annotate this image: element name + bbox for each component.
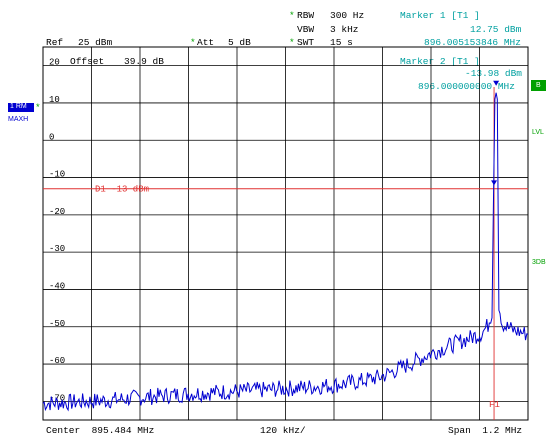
marker2-freq: 896.000000000 MHz [418,81,515,92]
threedb-label: 3DB [532,259,546,266]
marker2-level: -13.98 dBm [465,68,523,79]
trace-1-line [42,92,529,412]
att-label: Att [197,37,215,48]
trace-badge: 1 RM [8,103,34,112]
swt-value: 15 s [330,37,353,48]
rbw-star: * [289,10,295,21]
swt-star: * [289,37,295,48]
y-tick-label: -20 [49,207,65,217]
trace-badge-bottom: MAXH [8,116,29,123]
rbw-label: RBW [297,10,315,21]
marker1-freq: 896.005153846 MHz [424,37,521,48]
display-line-label: D1 -13 dBm [95,185,149,195]
att-value: 5 dB [228,37,251,48]
y-tick-label: -30 [49,244,65,254]
ref-label: Ref [46,37,64,48]
offset-value: 39.9 dB [124,56,164,67]
marker-2-symbol [491,180,498,186]
att-star: * [190,37,196,48]
marker2-title: Marker 2 [T1 ] [400,56,480,67]
rbw-value: 300 Hz [330,10,365,21]
footer-span: Span 1.2 MHz [448,425,523,436]
marker-line-label: F1 [489,400,500,410]
y-tick-label: 10 [49,95,60,105]
trace-badge-star: * [35,102,41,113]
y-tick-label: -60 [49,356,65,366]
marker1-title: Marker 1 [T1 ] [400,10,480,21]
vbw-value: 3 kHz [330,24,359,35]
ref-value: 25 dBm [78,37,113,48]
trace-badge-top: 1 RM [10,103,27,110]
y-tick-label: -40 [49,281,65,291]
y-tick-label: 0 [49,132,54,142]
y-tick-label: -50 [49,319,65,329]
footer-div: 120 kHz/ [260,425,306,436]
swt-label: SWT [297,37,315,48]
softkey-b-label: B [536,82,541,89]
vbw-label: VBW [297,24,315,35]
softkey-b-box[interactable]: B [531,80,546,91]
footer-center: Center 895.484 MHz [46,425,155,436]
lvl-label: LVL [532,129,544,136]
marker1-level: 12.75 dBm [470,24,522,35]
y-tick-label: -70 [49,393,65,403]
marker-1-symbol [493,80,500,86]
y-tick-label: -10 [49,170,65,180]
offset-label: Offset [70,56,105,67]
y-tick-label: 20 [49,58,60,68]
